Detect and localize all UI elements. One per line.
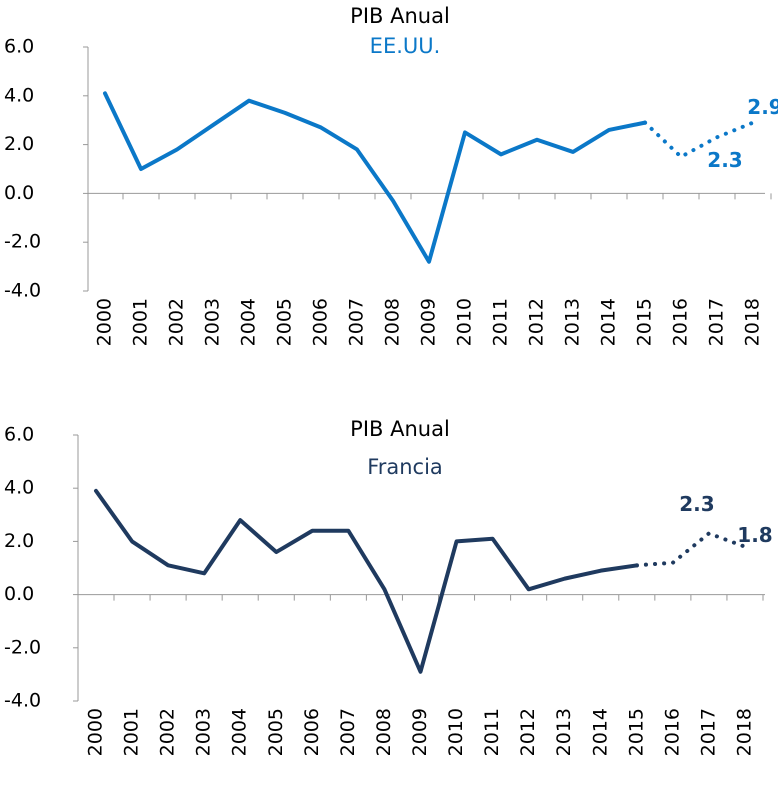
- x-tick-label: 2005: [274, 298, 296, 346]
- x-tick-label: 2005: [265, 708, 287, 756]
- x-tick-label: 2012: [526, 298, 548, 346]
- y-tick-label: -2.0: [4, 231, 41, 253]
- x-tick-label: 2007: [346, 298, 368, 346]
- y-tick-label: 0.0: [4, 583, 34, 605]
- y-tick-label: 2.0: [4, 530, 34, 552]
- x-tick-label: 2000: [85, 708, 107, 756]
- data-label: 2.3: [707, 148, 742, 172]
- chart-subtitle: Francia: [367, 455, 443, 479]
- x-tick-label: 2010: [454, 298, 476, 346]
- data-label: 2.9: [747, 95, 778, 119]
- x-tick-label: 2015: [634, 298, 656, 346]
- x-tick-label: 2004: [229, 708, 251, 756]
- x-tick-label: 2009: [409, 708, 431, 756]
- y-tick-label: -4.0: [4, 690, 41, 712]
- chart-title: PIB Anual: [350, 4, 450, 28]
- x-tick-label: 2017: [706, 298, 728, 346]
- x-tick-label: 2017: [697, 708, 719, 756]
- y-tick-label: 4.0: [4, 477, 34, 499]
- x-tick-label: 2018: [734, 708, 756, 756]
- x-tick-label: 2014: [589, 708, 611, 756]
- y-tick-label: 0.0: [4, 182, 34, 204]
- x-tick-label: 2010: [445, 708, 467, 756]
- x-tick-label: 2000: [94, 298, 116, 346]
- y-tick-label: 4.0: [4, 84, 34, 106]
- x-tick-label: 2006: [310, 298, 332, 346]
- x-tick-label: 2014: [598, 298, 620, 346]
- x-tick-label: 2001: [130, 298, 152, 346]
- x-tick-label: 2004: [238, 298, 260, 346]
- data-line: [94, 488, 639, 674]
- x-tick-label: 2007: [337, 708, 359, 756]
- data-line: [634, 531, 747, 568]
- x-tick-label: 2003: [193, 708, 215, 756]
- chart-title: PIB Anual: [350, 417, 450, 441]
- chart-subtitle: EE.UU.: [370, 34, 441, 58]
- x-tick-label: 2009: [418, 298, 440, 346]
- y-tick-label: -2.0: [4, 636, 41, 658]
- x-tick-label: 2016: [661, 708, 683, 756]
- y-tick-label: 2.0: [4, 133, 34, 155]
- y-tick-label: 6.0: [4, 36, 34, 58]
- data-label: 2.3: [679, 492, 714, 516]
- x-tick-label: 2001: [121, 708, 143, 756]
- x-tick-label: 2008: [373, 708, 395, 756]
- x-tick-label: 2011: [490, 298, 512, 346]
- x-tick-label: 2013: [562, 298, 584, 346]
- y-tick-label: -4.0: [4, 280, 41, 302]
- x-tick-label: 2013: [553, 708, 575, 756]
- x-tick-label: 2006: [301, 708, 323, 756]
- x-tick-label: 2002: [166, 298, 188, 346]
- x-tick-label: 2012: [517, 708, 539, 756]
- x-tick-label: 2002: [157, 708, 179, 756]
- x-tick-label: 2015: [625, 708, 647, 756]
- x-tick-label: 2018: [742, 298, 764, 346]
- y-tick-label: 6.0: [4, 424, 34, 446]
- data-line: [103, 91, 647, 264]
- x-tick-label: 2008: [382, 298, 404, 346]
- x-tick-label: 2016: [670, 298, 692, 346]
- data-line: [643, 120, 755, 159]
- x-tick-label: 2003: [202, 298, 224, 346]
- x-tick-label: 2011: [481, 708, 503, 756]
- data-label: 1.8: [737, 523, 772, 547]
